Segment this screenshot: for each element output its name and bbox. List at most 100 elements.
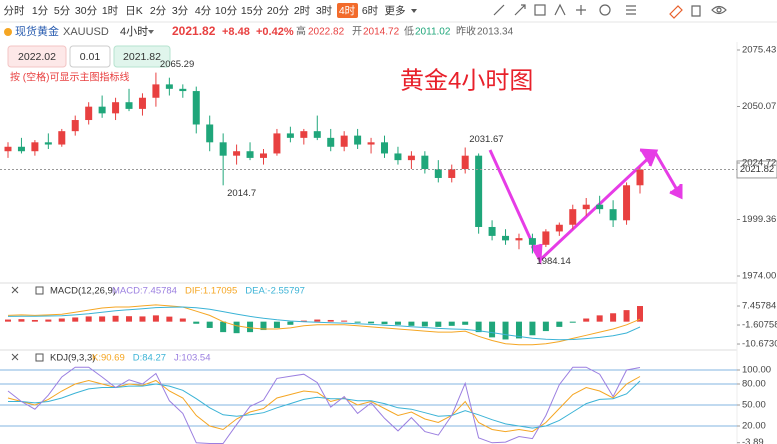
period-tab[interactable]: 2时 — [294, 5, 311, 17]
macd-bar — [152, 315, 159, 322]
candle-body — [515, 238, 523, 241]
y-tick-label: 50.00 — [742, 400, 766, 411]
dropdown-icon[interactable] — [148, 30, 154, 34]
chart-title: 黄金4小时图 — [400, 67, 533, 94]
macd-bar — [247, 321, 254, 333]
indicator-line — [7, 366, 641, 444]
period-tab[interactable]: 日K — [125, 5, 143, 17]
price: 2021.82 — [172, 24, 216, 38]
high-label: 高 — [296, 25, 306, 38]
period-tab[interactable]: 3时 — [316, 5, 333, 17]
candle-body — [286, 133, 294, 138]
candle-body — [596, 204, 604, 210]
y-tick-label: 2024.72 — [742, 158, 776, 169]
period-tab[interactable]: 10分 — [215, 5, 238, 17]
macd-bar — [179, 318, 186, 322]
candle-body — [152, 84, 160, 98]
lot-box[interactable] — [69, 45, 111, 68]
macd-bar — [448, 321, 455, 326]
macd-bar — [368, 321, 375, 324]
macd-bar — [610, 313, 617, 322]
period-tab[interactable]: 1分 — [32, 5, 49, 17]
tool-icons[interactable] — [493, 3, 727, 19]
macd-bar — [327, 319, 334, 322]
candle-body — [421, 155, 429, 170]
macd-bar — [435, 321, 442, 327]
macd-bar — [381, 321, 388, 325]
macd-bar — [85, 316, 92, 322]
period-tab[interactable]: 5分 — [54, 5, 71, 17]
y-tick-label: 7.45784 — [742, 301, 776, 312]
macd-bar — [502, 321, 509, 340]
macd-bar — [260, 321, 267, 331]
period-tab[interactable]: 4分 — [195, 5, 212, 17]
lot[interactable]: 0.01 — [80, 51, 101, 63]
macd-bar — [596, 315, 603, 322]
period-tab[interactable]: 更多 — [385, 4, 406, 17]
macd-bar — [489, 321, 496, 338]
macd-bar — [112, 315, 119, 322]
open-label: 开 — [352, 27, 362, 38]
symbol-name: 现货黄金 — [15, 24, 59, 38]
legend-entry: DIF:1.17095 — [185, 286, 237, 297]
candle-body — [609, 209, 617, 221]
period[interactable]: 4小时 — [120, 25, 148, 38]
candle-body — [461, 155, 469, 170]
buy-box[interactable] — [113, 45, 171, 68]
candle-body — [246, 151, 254, 158]
open: 2014.72 — [363, 27, 400, 38]
candle-body — [582, 204, 590, 210]
candle-body — [542, 231, 550, 245]
period-tab[interactable]: 6时 — [362, 5, 379, 17]
legend-entry: D:84.27 — [133, 353, 166, 364]
macd-bar — [394, 321, 401, 325]
panel-icons[interactable] — [11, 286, 44, 362]
macd-title: MACD(12,26,9) — [50, 286, 116, 297]
candle-body — [179, 88, 187, 92]
period-tab[interactable]: 30分 — [75, 5, 98, 17]
period-tab[interactable]: 1时 — [102, 5, 119, 17]
candle-body — [313, 131, 321, 138]
active-period-bg — [337, 3, 358, 18]
macd-bar — [341, 320, 348, 322]
y-tick-label: 2075.43 — [742, 45, 776, 56]
macd-bar — [206, 321, 213, 328]
period-tab[interactable]: 3分 — [172, 5, 189, 17]
y-tick-label: 1974.00 — [742, 271, 776, 282]
candle-body — [340, 135, 348, 147]
candle-body — [165, 84, 173, 89]
macd-bar — [193, 321, 200, 324]
candle-body — [475, 155, 483, 227]
legend-entry: K:90.69 — [92, 353, 125, 364]
sell-box[interactable] — [7, 45, 67, 68]
candle-body — [85, 106, 93, 121]
y-tick-label: -10.67300 — [742, 339, 777, 350]
period-tab[interactable]: 4时 — [339, 5, 356, 17]
legend-entry: MACD:7.45784 — [112, 286, 177, 297]
macd-bar — [475, 321, 482, 333]
macd-bar — [287, 321, 294, 325]
macd-bar — [421, 321, 428, 327]
macd-bar — [72, 317, 79, 322]
hint: 按 (空格)可显示主图指标线 — [10, 71, 129, 84]
macd-bar — [233, 321, 240, 334]
macd-bar — [139, 316, 146, 322]
macd-bar — [126, 316, 133, 322]
macd-bar — [45, 319, 52, 322]
symbol-code: XAUUSD — [63, 26, 109, 38]
buy-price[interactable]: 2021.82 — [123, 51, 161, 63]
kdj-title: KDJ(9,3,3) — [50, 353, 95, 364]
macd-bar — [58, 318, 65, 322]
candle-body — [44, 142, 52, 145]
period-tab[interactable]: 20分 — [267, 5, 290, 17]
candle-body — [555, 224, 563, 232]
period-tab[interactable]: 分时 — [4, 5, 25, 17]
period-tab[interactable]: 2分 — [150, 5, 167, 17]
sell-price[interactable]: 2022.02 — [18, 51, 56, 63]
more-icon[interactable] — [411, 9, 417, 13]
period-tab[interactable]: 15分 — [241, 5, 264, 17]
change-pct: +0.42% — [256, 26, 294, 38]
candle-body — [528, 238, 536, 245]
macd-bar — [408, 321, 415, 326]
low-label: 低 — [404, 25, 414, 38]
